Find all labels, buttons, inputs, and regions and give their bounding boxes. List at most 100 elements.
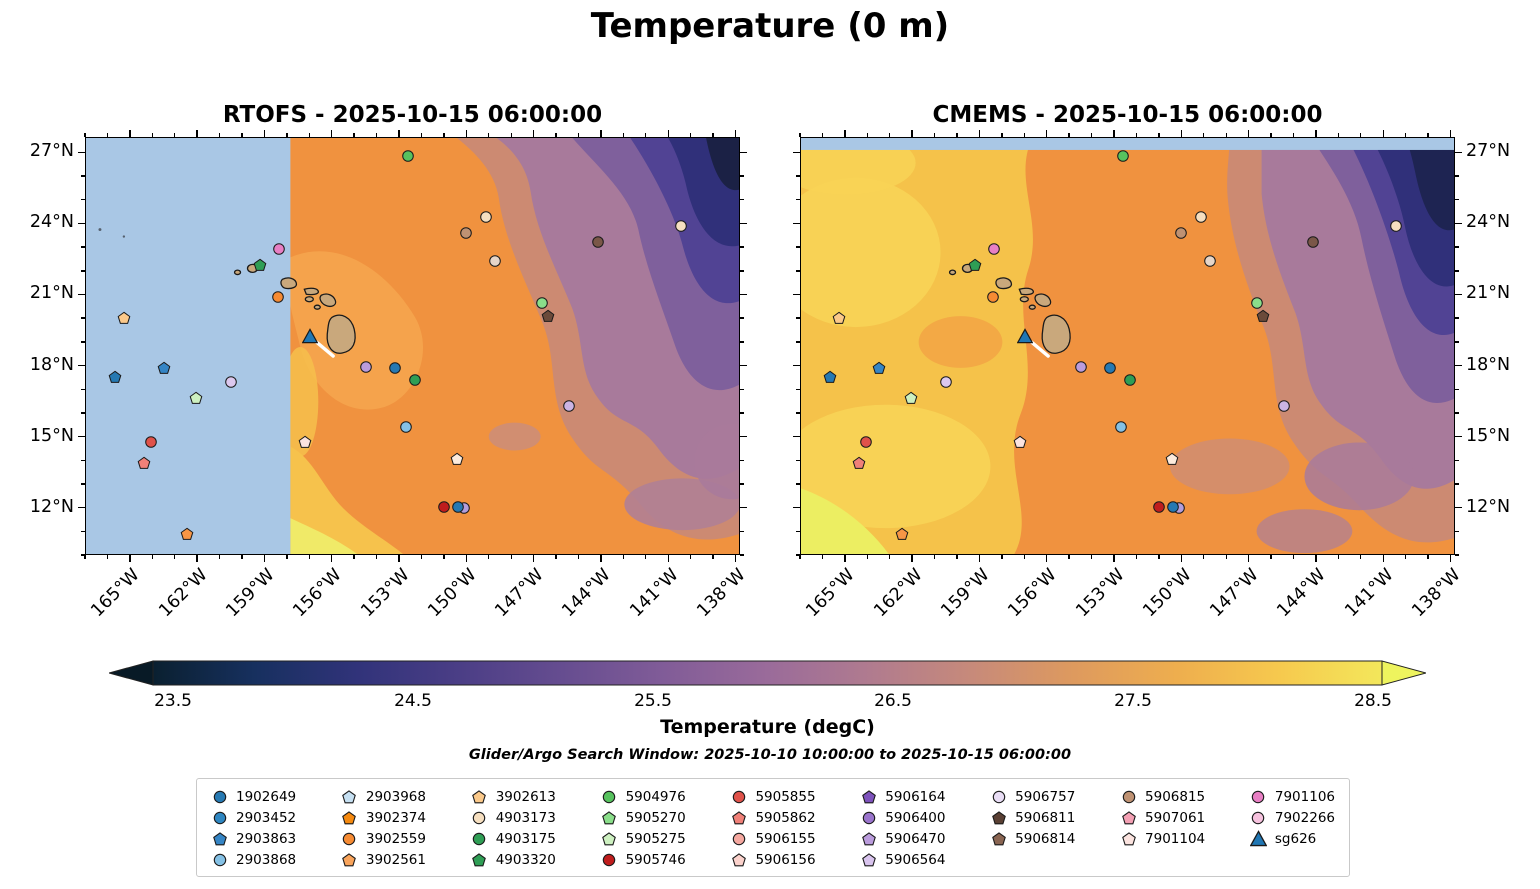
lon-tick-label: 159°W (222, 565, 279, 622)
float-marker-pentagon (1013, 435, 1027, 449)
legend-label: 5905862 (755, 809, 816, 826)
float-marker-circle (437, 500, 450, 513)
float-marker-pentagon (969, 258, 982, 272)
circle-marker-icon (471, 811, 488, 825)
axis-tick (81, 175, 85, 177)
circle-marker-icon (211, 853, 228, 867)
legend-column: 2903968 3902374 3902559 3902561 (341, 786, 426, 870)
legend-column: 5904976 5905270 5905275 5905746 (601, 786, 686, 870)
axis-tick (796, 175, 800, 177)
lat-tick-label: 15°N (29, 425, 74, 446)
axis-tick (465, 555, 468, 562)
legend-item-5906811: 5906811 (990, 807, 1075, 828)
axis-tick (577, 133, 580, 137)
legend-column: 7901106 7902266 sg626 (1249, 786, 1335, 870)
circle-marker-icon (730, 832, 747, 846)
float-marker-circle (592, 235, 605, 248)
float-marker-pentagon (895, 527, 908, 540)
axis-tick (78, 151, 85, 154)
axis-tick (375, 133, 378, 137)
legend-label: 3902561 (365, 851, 426, 868)
axis-tick (1247, 555, 1250, 562)
legend-label: 5905855 (755, 788, 816, 805)
axis-tick (1292, 555, 1295, 559)
axis-tick (740, 459, 744, 461)
float-marker-circle (1123, 373, 1136, 386)
pentagon-marker-icon (341, 810, 358, 825)
legend-item-7901104: 7901104 (1120, 828, 1205, 849)
axis-tick (1292, 133, 1295, 137)
circle-marker-icon (730, 790, 747, 804)
panel-rtofs-title: RTOFS - 2025-10-15 06:00:00 (222, 102, 603, 128)
legend-column: 1902649 2903452 2903863 2903868 (211, 786, 296, 870)
axis-tick (196, 555, 198, 562)
legend-label: 3902559 (365, 830, 426, 847)
legend-label: 1902649 (236, 788, 297, 805)
lat-tick-label: 27°N (29, 141, 74, 162)
axis-tick (1225, 133, 1227, 137)
float-marker-circle (1117, 149, 1130, 162)
axis-tick (1068, 555, 1070, 559)
axis-tick (600, 130, 602, 137)
lon-tick-label: 159°W (937, 565, 994, 622)
legend-item-7902266: 7902266 (1250, 807, 1335, 828)
legend-item-5905275: 5905275 (601, 828, 686, 849)
axis-tick (1455, 435, 1462, 438)
float-marker-pentagon (108, 370, 122, 384)
lon-tick-label: 165°W (802, 565, 860, 622)
axis-tick (1455, 341, 1459, 343)
legend-column: 3902613 4903173 4903175 4903320 (471, 786, 556, 870)
lon-tick-label: 144°W (1273, 565, 1331, 622)
axis-tick (420, 133, 423, 137)
glider-track (1030, 340, 1050, 358)
axis-tick (1455, 506, 1462, 509)
cmems-map (800, 137, 1455, 555)
legend-item-5905862: 5905862 (730, 807, 816, 828)
lon-tick-label: 162°W (155, 565, 212, 622)
pentagon-marker-icon (860, 831, 877, 846)
legend-label: 5905746 (625, 851, 686, 868)
lat-tick-label: 12°N (29, 496, 74, 517)
axis-tick (1113, 555, 1115, 562)
pentagon-marker-icon (341, 789, 358, 804)
legend-label: 5906757 (1015, 788, 1076, 805)
hawaiian-islands (948, 263, 1071, 354)
axis-tick (956, 555, 958, 559)
float-marker-circle (563, 399, 576, 412)
axis-tick (933, 555, 936, 559)
legend-label: 2903868 (236, 851, 297, 868)
pentagon-marker-icon (211, 831, 228, 846)
legend-label: 4903173 (495, 809, 556, 826)
legend-item-5906164: 5906164 (860, 786, 945, 807)
axis-tick (81, 199, 85, 201)
circle-marker-icon (341, 832, 358, 846)
lon-tick-label: 147°W (1206, 565, 1263, 622)
cmems-marker-layer (801, 138, 1454, 554)
axis-tick (740, 175, 744, 177)
float-marker-circle (1175, 227, 1188, 240)
axis-tick (488, 133, 490, 137)
axis-tick (911, 130, 913, 137)
axis-tick (81, 246, 85, 248)
axis-tick (1455, 175, 1459, 177)
colorbar-tick-label: 27.5 (1114, 691, 1152, 711)
axis-tick (793, 293, 800, 296)
legend-item-4903173: 4903173 (471, 807, 556, 828)
axis-tick (1455, 151, 1462, 154)
legend-label: 4903320 (495, 851, 556, 868)
axis-tick (740, 293, 747, 296)
axis-tick (793, 151, 800, 154)
lon-tick-label: 141°W (1341, 565, 1398, 622)
circle-marker-icon (1250, 790, 1267, 804)
float-marker-circle (987, 291, 1000, 304)
float-legend: 1902649 2903452 2903863 2903868 2903968 39023… (196, 778, 1350, 877)
axis-tick (532, 130, 535, 137)
axis-tick (286, 133, 288, 137)
float-marker-pentagon (832, 312, 846, 325)
colorbar-tick-label: 28.5 (1354, 691, 1392, 711)
legend-label: 5907061 (1145, 809, 1206, 826)
axis-tick (106, 555, 109, 559)
axis-tick (218, 133, 221, 137)
axis-tick (308, 555, 311, 559)
float-marker-circle (1251, 296, 1264, 309)
